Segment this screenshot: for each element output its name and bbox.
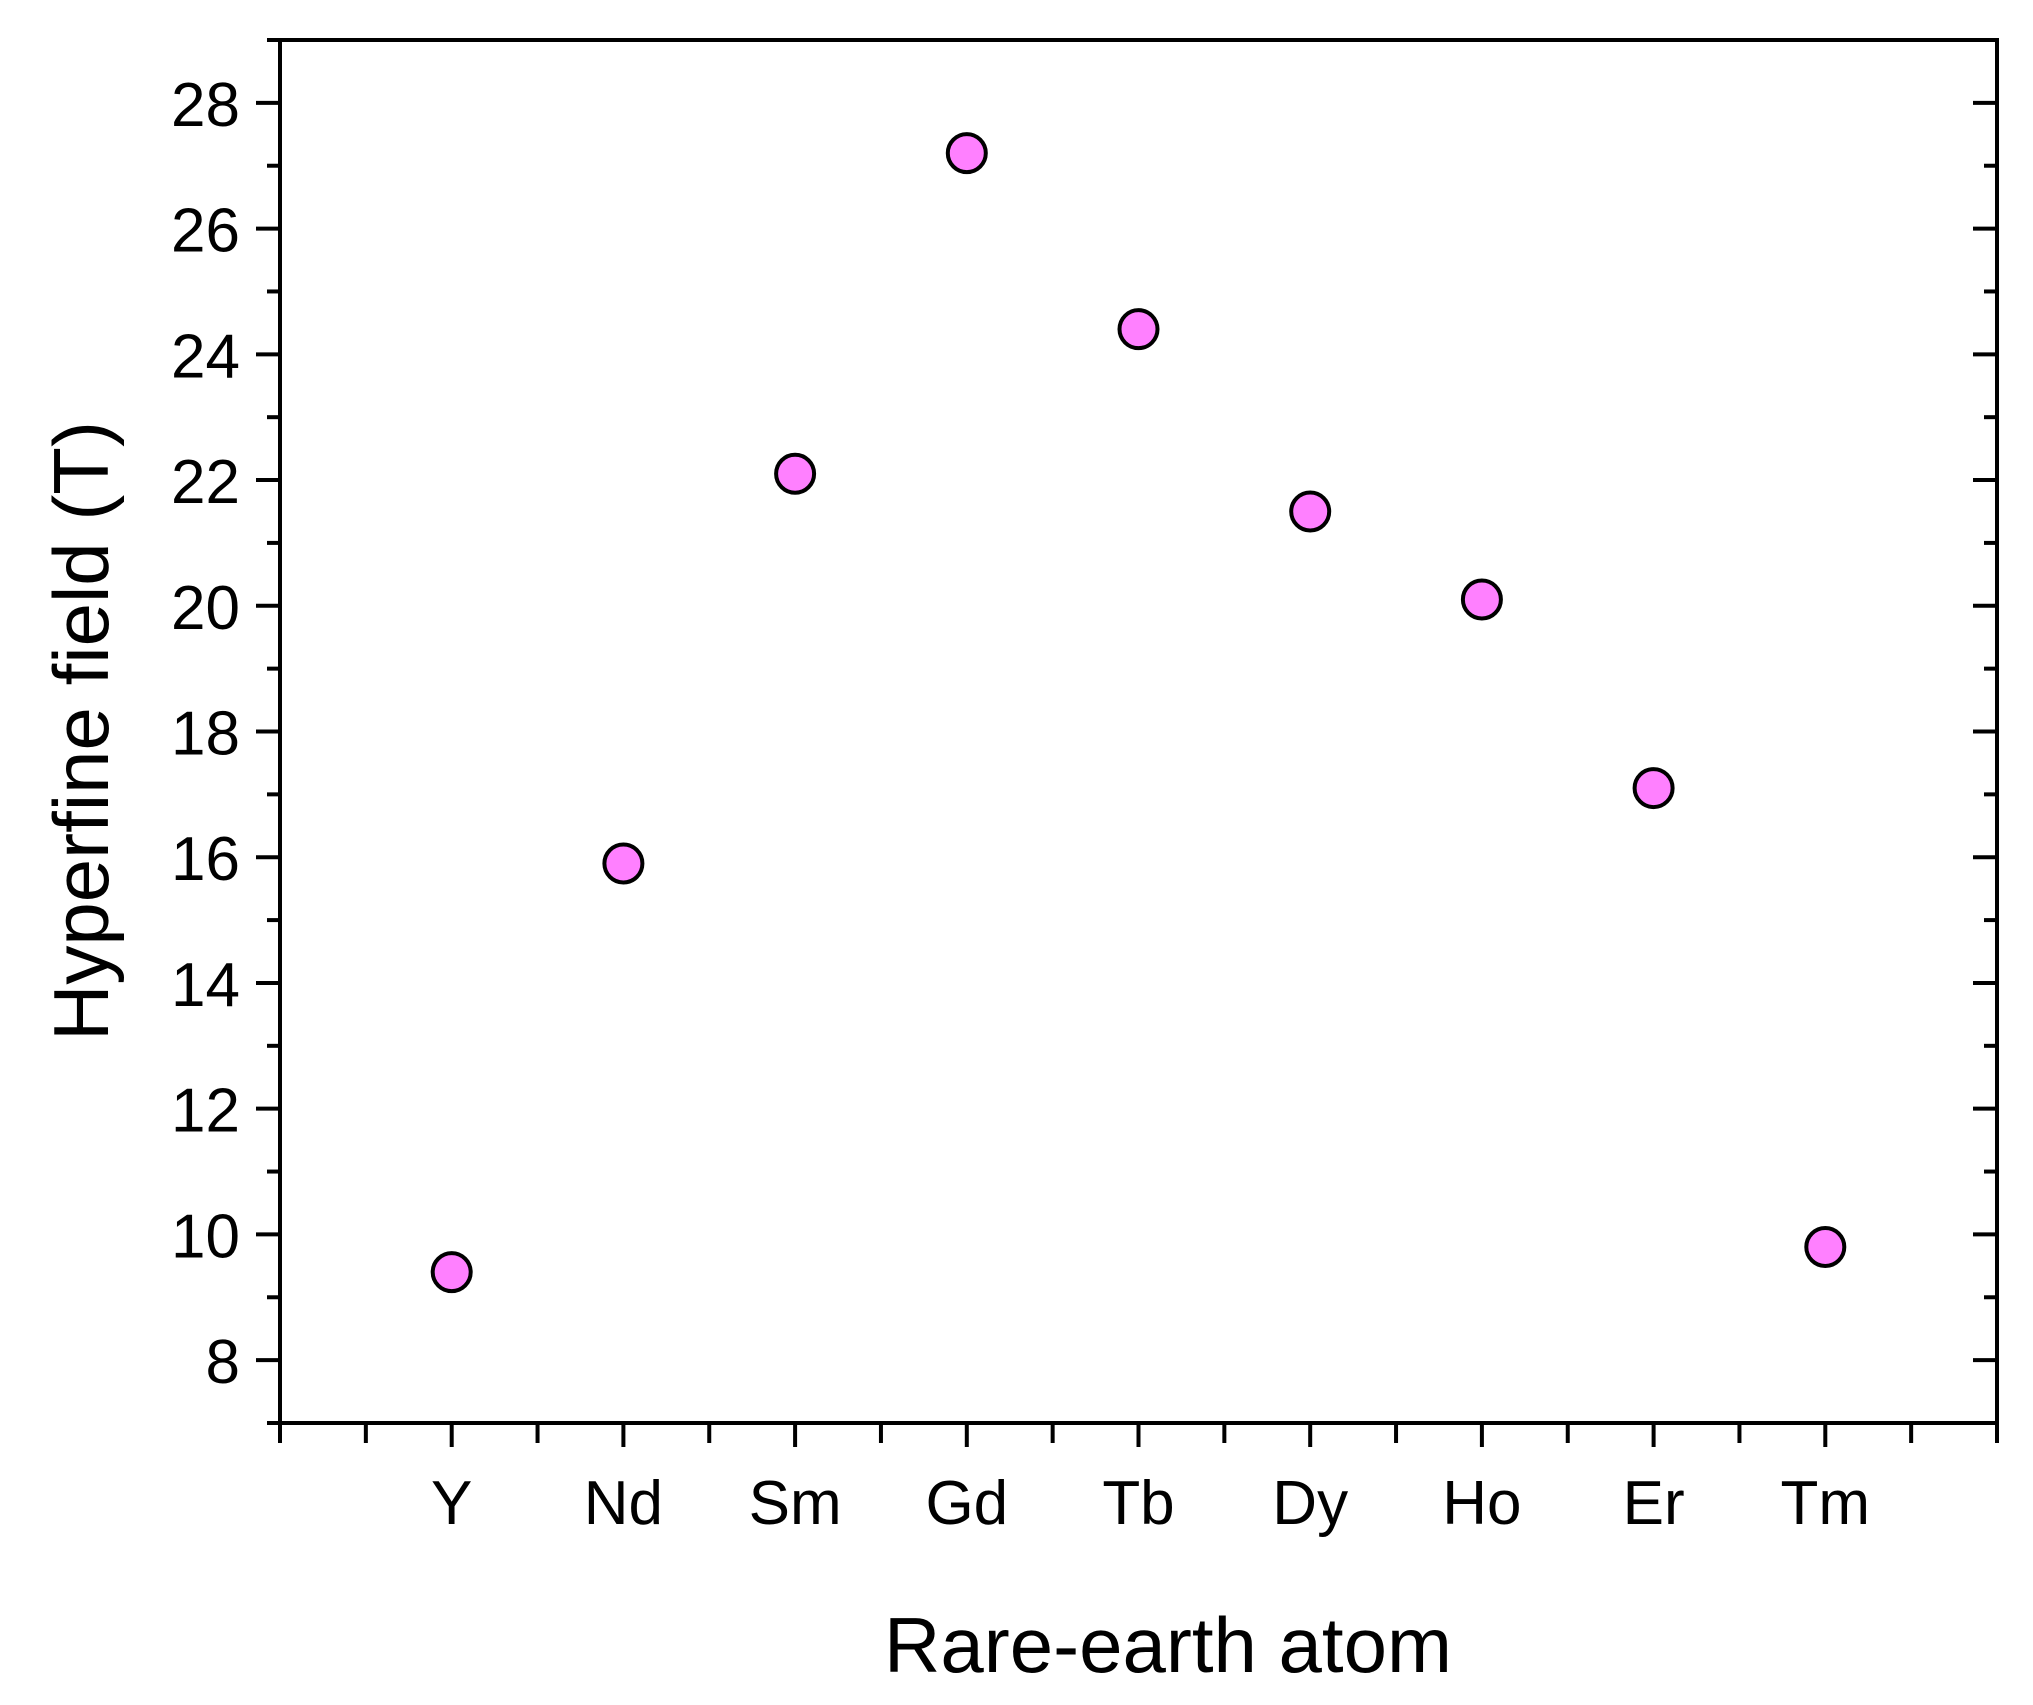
data-point [1117,308,1160,351]
y-tick-label: 22 [171,448,240,517]
y-tick-label: 18 [171,700,240,769]
x-tick-label: Tb [1102,1469,1174,1538]
x-tick-label: Ho [1442,1469,1521,1538]
x-axis-ticks: Y Nd Sm Gd Tb Dy Ho Er Tm [278,1423,1999,1538]
y-tick-label: 28 [171,71,240,140]
y-tick-label: 24 [171,322,240,391]
data-point [945,132,988,175]
y-axis-ticks: 8 10 12 14 16 18 20 22 24 26 28 [171,38,1997,1425]
y-tick-label: 26 [171,197,240,266]
x-tick-label: Nd [584,1469,663,1538]
data-point [1460,578,1503,621]
y-tick-label: 12 [171,1077,240,1146]
data-point [430,1251,473,1294]
x-axis-label: Rare-earth atom [884,1601,1452,1689]
y-tick-label: 20 [171,574,240,643]
x-tick-label: Dy [1272,1469,1348,1538]
data-point [602,842,645,885]
data-point [774,452,817,495]
x-tick-label: Tm [1781,1469,1871,1538]
y-tick-label: 8 [206,1328,240,1397]
x-tick-label: Sm [749,1469,842,1538]
y-tick-label: 10 [171,1202,240,1271]
data-point [1289,490,1332,533]
y-axis-label: Hyperfine field (T) [37,421,125,1041]
x-tick-label: Gd [925,1469,1008,1538]
data-point [1804,1225,1847,1268]
x-tick-label: Y [431,1469,472,1538]
plot-frame [278,38,1999,1425]
data-points [430,132,1847,1294]
data-point [1632,767,1675,810]
y-tick-label: 14 [171,951,240,1020]
y-tick-label: 16 [171,825,240,894]
x-tick-label: Er [1623,1469,1685,1538]
